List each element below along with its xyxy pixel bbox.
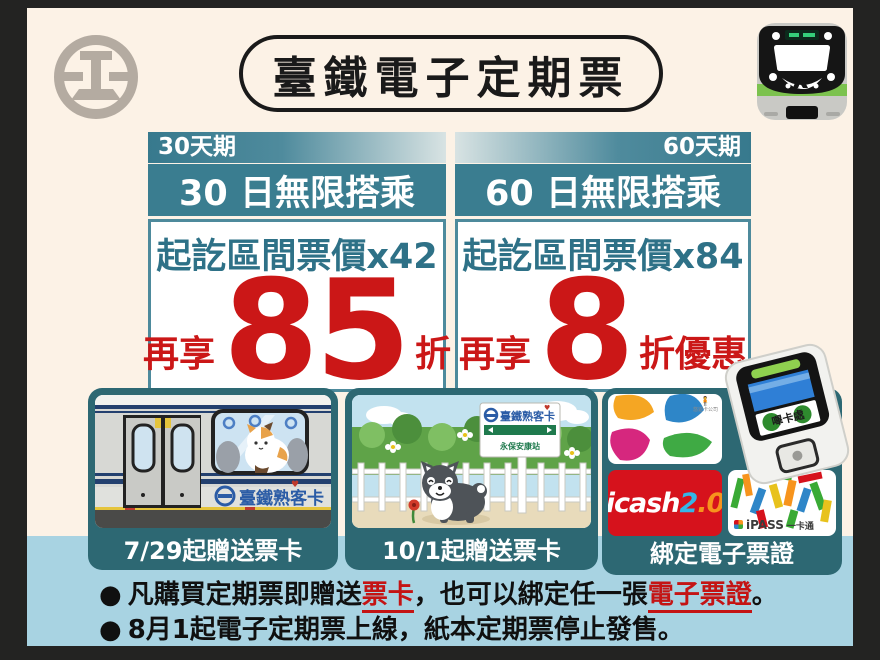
plan-60-discount: 再享 8 折優惠: [458, 249, 748, 411]
ipass-pinwheel-icon: [734, 520, 743, 529]
gift-card-train-caption: 7/29起贈送票卡: [123, 537, 303, 565]
svg-text:永保安康站: 永保安康站: [499, 441, 540, 451]
dog-scene-icon: 臺鐵熟客卡 ♥ 永保安康站: [352, 395, 591, 528]
train-front-icon: [757, 23, 847, 120]
train-side-icon: 臺鐵熟客卡 ♥: [95, 395, 331, 528]
gift-card-dog-caption: 10/1起贈送票卡: [382, 537, 561, 565]
card-reader-device: 嗶卡處: [718, 339, 853, 490]
plan-30-period-tag: 30天期: [148, 132, 446, 163]
tra-logo-icon: [54, 35, 138, 119]
title-banner: 臺鐵電子定期票: [239, 35, 663, 112]
svg-text:臺鐵熟客卡: 臺鐵熟客卡: [239, 488, 324, 509]
plan-30-day: 30天期 30 日無限搭乘 起訖區間票價x42 再享 85 折: [143, 132, 451, 411]
plan-60-card: 起訖區間票價x84 再享 8 折優惠: [455, 219, 751, 411]
ipass-logo: iPASS 一卡通: [734, 518, 814, 532]
ipass-tile: iPASS 一卡通: [728, 470, 836, 536]
ipass-logo-word: iPASS: [746, 518, 784, 532]
plan-60-formula: 起訖區間票價x84: [462, 237, 744, 277]
icash-logo-major: 2: [679, 487, 698, 519]
plan-30-number: 85: [222, 249, 411, 411]
plan-60-period-tag: 60天期: [455, 132, 751, 163]
icash-logo-word: icash: [608, 487, 680, 519]
easycard-tile: 🧍 悠遊卡公司: [608, 394, 722, 464]
gift-card-epass: 🧍 悠遊卡公司 嗶卡處 icash2.0: [602, 343, 850, 575]
gift-card-dog: 臺鐵熟客卡 ♥ 永保安康站: [345, 388, 598, 570]
footnote-1-text-2: ，也可以綁定任一張: [413, 580, 648, 610]
dog-illustration: 臺鐵熟客卡 ♥ 永保安康站: [352, 395, 591, 528]
gift-card-train: 臺鐵熟客卡 ♥ 7/29起贈送票卡: [88, 388, 338, 570]
plan-60-headline: 60 日無限搭乘: [455, 164, 751, 216]
footnote-line-1: ● 凡購買定期票即贈送票卡，也可以綁定任一張電子票證。: [99, 578, 778, 613]
svg-text:臺鐵熟客卡: 臺鐵熟客卡: [500, 409, 555, 423]
easycard-logo-text: 悠遊卡公司: [692, 407, 718, 413]
train-cat-illustration: 臺鐵熟客卡 ♥: [95, 395, 331, 528]
icash-logo: icash2.0: [608, 488, 722, 519]
plan-30-formula: 起訖區間票價x42: [156, 237, 438, 277]
ipass-pattern-icon: [730, 470, 832, 529]
footnote-1-period: 。: [751, 580, 778, 610]
icash-tile: icash2.0: [608, 470, 722, 536]
gift-card-epass-caption: 綁定電子票證: [650, 540, 794, 568]
plan-60-number: 8: [538, 249, 635, 411]
poster: 臺鐵電子定期票 30天期 30 日無限搭乘 起訖區間票價x42 再享 85 折: [27, 8, 853, 646]
card-reader-icon: 嗶卡處: [724, 343, 850, 485]
bullet-icon: ●: [99, 580, 122, 610]
easycard-icon: [610, 394, 712, 461]
bullet-icon: ●: [99, 615, 122, 645]
footnote-line-2: ● 8月1起電子定期票上線，紙本定期票停止發售。: [99, 613, 778, 646]
footnote-1-highlight-card: 票卡: [361, 580, 414, 613]
plan-60-prefix: 再享: [458, 334, 531, 375]
footnotes: ● 凡購買定期票即贈送票卡，也可以綁定任一張電子票證。 ● 8月1起電子定期票上線，…: [99, 578, 778, 646]
plan-30-headline: 30 日無限搭乘: [148, 164, 446, 216]
easycard-logo: 🧍 悠遊卡公司: [692, 397, 718, 414]
footnote-1-text: 凡購買定期票即贈送: [127, 580, 362, 610]
easycard-logo-mark: 🧍: [699, 397, 712, 407]
plan-60-day: 60天期 60 日無限搭乘 起訖區間票價x84 再享 8 折優惠: [455, 132, 751, 411]
plan-30-card: 起訖區間票價x42 再享 85 折: [143, 219, 451, 411]
svg-text:♥: ♥: [291, 480, 299, 490]
plan-30-suffix: 折: [415, 334, 452, 375]
svg-text:♥: ♥: [544, 404, 550, 412]
icash-logo-minor: .0: [697, 487, 722, 519]
footnote-2-text: 8月1起電子定期票上線，紙本定期票停止發售。: [127, 615, 684, 645]
page-title: 臺鐵電子定期票: [272, 52, 630, 104]
plan-30-prefix: 再享: [142, 334, 215, 375]
plan-30-discount: 再享 85 折: [143, 249, 451, 411]
ipass-logo-cn: 一卡通: [786, 522, 814, 532]
footnote-1-highlight-epass: 電子票證: [647, 580, 752, 613]
